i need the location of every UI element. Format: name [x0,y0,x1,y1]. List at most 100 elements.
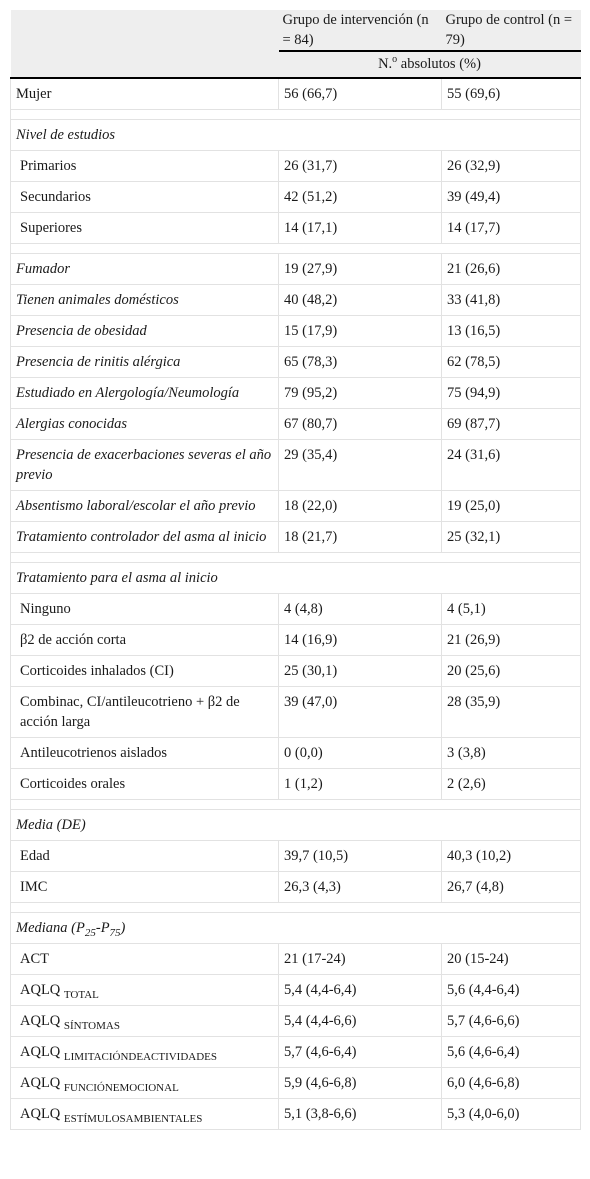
cell-intervention: 29 (35,4) [278,439,442,491]
section-row: Nivel de estudios [10,119,581,151]
row-label: ACT [10,943,279,975]
cell-intervention: 26 (31,7) [278,150,442,182]
section-label: Mediana (P25-P75) [10,912,581,944]
row-label: Fumador [10,253,279,285]
cell-intervention: 42 (51,2) [278,181,442,213]
cell-control: 33 (41,8) [441,284,581,316]
cell-intervention: 4 (4,8) [278,593,442,625]
header-blank [10,10,279,51]
row-label: Tratamiento controlador del asma al inic… [10,521,279,553]
table-row: Tratamiento controlador del asma al inic… [10,521,581,553]
cell-control: 6,0 (4,6-6,8) [441,1067,581,1099]
cell-control: 5,6 (4,6-6,4) [441,1036,581,1068]
section-label: Nivel de estudios [10,119,581,151]
row-label: AQLQ TOTAL [10,974,279,1006]
cell-intervention: 21 (17-24) [278,943,442,975]
cell-intervention: 67 (80,7) [278,408,442,440]
row-label: Secundarios [10,181,279,213]
section-label: Tratamiento para el asma al inicio [10,562,581,594]
cell-intervention: 14 (17,1) [278,212,442,244]
row-label: Presencia de exacerbaciones severas el a… [10,439,279,491]
section-row: Tratamiento para el asma al inicio [10,562,581,594]
cell-control: 39 (49,4) [441,181,581,213]
cell-control: 26 (32,9) [441,150,581,182]
row-label: AQLQ LIMITACIÓNDEACTIVIDADES [10,1036,279,1068]
cell-control: 14 (17,7) [441,212,581,244]
cell-control: 69 (87,7) [441,408,581,440]
cell-intervention: 19 (27,9) [278,253,442,285]
row-label: Absentismo laboral/escolar el año previo [10,490,279,522]
row-label: Tienen animales domésticos [10,284,279,316]
section-row: Media (DE) [10,809,581,841]
cell-control: 62 (78,5) [441,346,581,378]
cell-intervention: 5,4 (4,4-6,4) [278,974,442,1006]
row-label: AQLQ SÍNTOMAS [10,1005,279,1037]
table-row: Primarios 26 (31,7) 26 (32,9) [10,150,581,182]
row-label: Alergias conocidas [10,408,279,440]
row-label: AQLQ FUNCIÓNEMOCIONAL [10,1067,279,1099]
cell-intervention: 40 (48,2) [278,284,442,316]
header-control-group: Grupo de control (n = 79) [441,10,581,52]
table-row: Alergias conocidas 67 (80,7) 69 (87,7) [10,408,581,440]
table-row: Mujer 56 (66,7) 55 (69,6) [10,77,581,110]
row-label: Mujer [10,77,279,110]
cell-control: 26,7 (4,8) [441,871,581,903]
table-row: Corticoides inhalados (CI) 25 (30,1) 20 … [10,655,581,687]
table-row: Combinac, CI/antileucotrieno + β2 de acc… [10,686,581,738]
cell-intervention: 5,4 (4,4-6,6) [278,1005,442,1037]
row-label: Superiores [10,212,279,244]
row-label: Presencia de rinitis alérgica [10,346,279,378]
cell-control: 28 (35,9) [441,686,581,738]
cell-intervention: 56 (66,7) [278,77,442,110]
cell-control: 21 (26,9) [441,624,581,656]
cell-intervention: 15 (17,9) [278,315,442,347]
cell-control: 21 (26,6) [441,253,581,285]
cell-control: 55 (69,6) [441,77,581,110]
cell-control: 75 (94,9) [441,377,581,409]
table-row: ACT 21 (17-24) 20 (15-24) [10,943,581,975]
cell-intervention: 1 (1,2) [278,768,442,800]
table-row: AQLQ TOTAL 5,4 (4,4-6,4) 5,6 (4,4-6,4) [10,974,581,1006]
table-row: Presencia de rinitis alérgica 65 (78,3) … [10,346,581,378]
cell-intervention: 79 (95,2) [278,377,442,409]
cell-control: 40,3 (10,2) [441,840,581,872]
cell-intervention: 26,3 (4,3) [278,871,442,903]
row-label: Corticoides inhalados (CI) [10,655,279,687]
row-label: Antileucotrienos aislados [10,737,279,769]
table-row: Antileucotrienos aislados 0 (0,0) 3 (3,8… [10,737,581,769]
cell-intervention: 18 (22,0) [278,490,442,522]
section-row: Mediana (P25-P75) [10,912,581,944]
row-label: Primarios [10,150,279,182]
baseline-characteristics-table: Grupo de intervención (n = 84) Grupo de … [10,10,581,1130]
cell-intervention: 65 (78,3) [278,346,442,378]
cell-intervention: 5,1 (3,8-6,6) [278,1098,442,1130]
table-row: Estudiado en Alergología/Neumología 79 (… [10,377,581,409]
cell-control: 20 (15-24) [441,943,581,975]
cell-intervention: 0 (0,0) [278,737,442,769]
cell-control: 4 (5,1) [441,593,581,625]
section-label: Media (DE) [10,809,581,841]
header-units: N.o absolutos (%) [278,51,581,79]
header-intervention-group: Grupo de intervención (n = 84) [278,10,442,52]
table-row: Absentismo laboral/escolar el año previo… [10,490,581,522]
cell-control: 3 (3,8) [441,737,581,769]
row-label: IMC [10,871,279,903]
table-row: AQLQ ESTÍMULOSAMBIENTALES 5,1 (3,8-6,6) … [10,1098,581,1130]
cell-control: 24 (31,6) [441,439,581,491]
cell-intervention: 25 (30,1) [278,655,442,687]
table-row: IMC 26,3 (4,3) 26,7 (4,8) [10,871,581,903]
table-row: Secundarios 42 (51,2) 39 (49,4) [10,181,581,213]
cell-control: 19 (25,0) [441,490,581,522]
table-row: Presencia de obesidad 15 (17,9) 13 (16,5… [10,315,581,347]
table-row: Presencia de exacerbaciones severas el a… [10,439,581,491]
cell-control: 13 (16,5) [441,315,581,347]
table-row: AQLQ SÍNTOMAS 5,4 (4,4-6,6) 5,7 (4,6-6,6… [10,1005,581,1037]
row-label: β2 de acción corta [10,624,279,656]
table-row: Ninguno 4 (4,8) 4 (5,1) [10,593,581,625]
cell-control: 20 (25,6) [441,655,581,687]
row-label: Edad [10,840,279,872]
cell-control: 25 (32,1) [441,521,581,553]
cell-control: 5,3 (4,0-6,0) [441,1098,581,1130]
table-row: Superiores 14 (17,1) 14 (17,7) [10,212,581,244]
row-label: Corticoides orales [10,768,279,800]
